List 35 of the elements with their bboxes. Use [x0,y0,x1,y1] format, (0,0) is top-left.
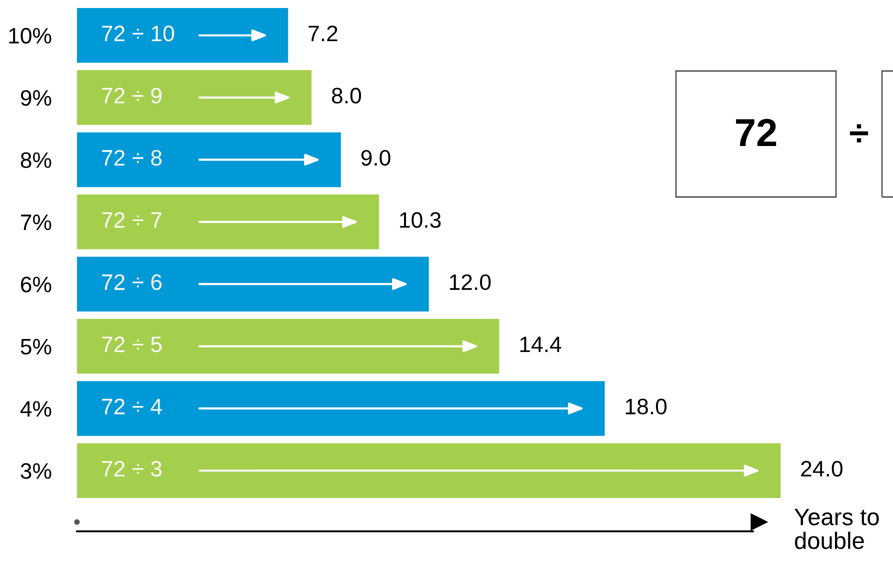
data-label: 24.0 [801,460,842,477]
bar [77,194,379,250]
annotation: 72 ÷ 6 [102,274,162,290]
y-tick-label: 10% [9,28,52,44]
data-label: 14.4 [520,336,562,352]
y-tick-label: 9% [20,90,52,106]
bar [77,381,605,436]
bar [77,8,288,63]
data-label: 7.2 [308,26,338,42]
annotation: 72 ÷ 8 [102,150,162,166]
annotation: 72 ÷ 5 [102,336,162,352]
x-axis-title: Years to double [794,508,879,550]
data-label: 12.0 [450,274,491,290]
y-tick-label: 3% [20,463,52,479]
annotation: 72 ÷ 4 [102,398,162,414]
bar [77,318,500,374]
bar [77,70,312,125]
data-label: 8.0 [332,88,362,104]
annotation: 72 ÷ 10 [102,26,174,42]
annotation: 72 ÷ 3 [102,460,162,477]
annotation: 72 ÷ 9 [102,88,162,104]
bar [77,443,781,498]
bar [77,256,429,312]
y-tick-label: 8% [20,152,52,168]
y-tick-label: 4% [20,401,52,417]
bar [77,132,341,188]
data-label: 9.0 [361,150,390,166]
data-label: 18.0 [626,398,667,414]
annotation: 72 [736,118,776,146]
y-tick-label: 5% [20,338,52,355]
data-label: 10.3 [400,212,441,228]
y-tick-label: 6% [21,276,52,292]
text: ÷ [850,124,868,142]
annotation: 72 ÷ 7 [102,212,162,228]
y-tick-label: 7% [21,214,52,230]
